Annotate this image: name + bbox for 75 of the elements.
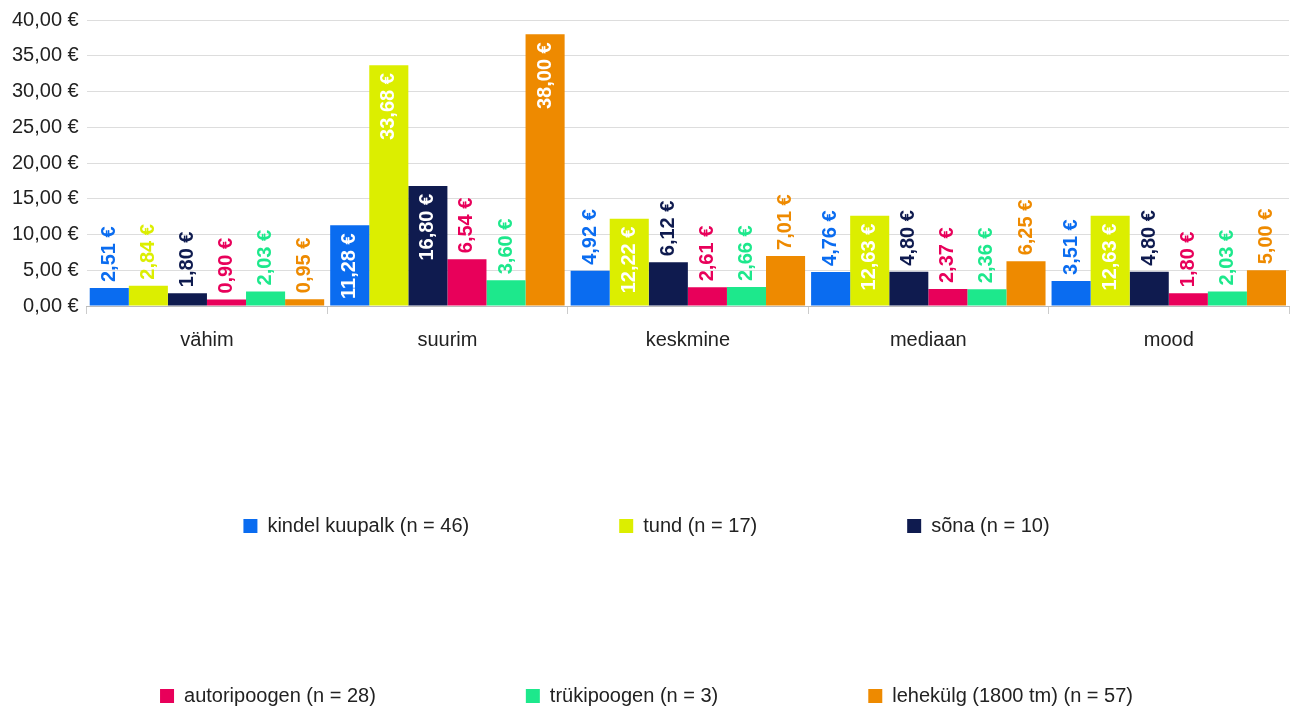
y-tick-label: 15,00 € [11,186,79,209]
data-label: 5,00 € [1253,208,1276,265]
data-label: 11,28 € [337,233,360,299]
bar [726,286,767,306]
bar [967,289,1007,306]
legend-label: lehekülg (1800 tm) (n = 57) [892,683,1133,706]
data-label: 3,51 € [1058,219,1081,275]
bar [1168,293,1208,306]
data-label: 6,54 € [454,197,477,254]
y-tick-label: 40,00 € [11,7,79,30]
bar [246,291,286,306]
y-tick-label: 10,00 € [11,222,79,245]
bar [525,34,565,306]
data-label: 7,01 € [773,194,796,250]
data-label: 2,61 € [694,225,717,282]
data-label: 6,25 € [1013,199,1036,256]
bar [889,271,929,306]
bar [1129,271,1169,306]
x-tick-label: mediaan [889,327,967,350]
data-label: 12,22 € [616,226,639,294]
bar [206,299,247,306]
data-label: 3,60 € [493,218,516,275]
bar [89,288,129,306]
y-tick-label: 30,00 € [11,79,79,102]
bar [687,287,727,306]
data-label: 2,51 € [96,226,119,283]
bar [285,299,325,306]
bar [486,280,526,306]
bar [1246,270,1286,306]
x-tick-label: vähim [180,327,234,350]
data-label: 0,95 € [292,237,315,294]
bar [167,293,207,306]
bar [1207,291,1247,306]
bar [369,65,409,306]
bar [1006,261,1046,306]
data-label: 4,92 € [577,209,600,265]
bar [928,289,968,306]
bar [648,262,688,306]
data-label: 4,80 € [1136,210,1159,266]
legend-label: sõna (n = 10) [931,513,1050,536]
x-tick-label: mood [1143,327,1194,350]
data-label: 4,80 € [896,210,919,266]
data-label: 2,36 € [974,227,997,284]
data-label: 1,80 € [1175,231,1198,288]
bar [447,259,487,306]
legend-label: trükipoogen (n = 3) [549,683,719,706]
y-tick-label: 20,00 € [11,150,79,173]
bar [1051,280,1091,306]
data-label: 33,68 € [376,73,399,140]
data-label: 2,84 € [135,224,158,280]
x-tick-label: keskmine [645,327,731,350]
data-label: 2,03 € [253,229,276,286]
data-label: 1,80 € [174,231,197,288]
legend-label: tund (n = 17) [643,513,758,536]
bar [766,255,806,306]
legend-label: kindel kuupalk (n = 46) [267,513,470,536]
legend-label: autoripoogen (n = 28) [184,683,376,706]
data-label: 38,00 € [532,42,555,110]
data-label: 6,12 € [655,200,678,257]
bar [811,271,851,306]
data-label: 4,76 € [818,210,841,266]
y-tick-label: 0,00 € [23,293,79,316]
data-label: 2,03 € [1214,229,1237,286]
y-tick-label: 35,00 € [11,43,79,66]
bar [570,270,610,306]
data-label: 12,63 € [857,223,880,291]
x-tick-label: suurim [417,327,478,350]
data-label: 0,90 € [214,237,237,294]
y-tick-label: 25,00 € [11,114,79,137]
data-label: 12,63 € [1097,223,1120,291]
data-label: 2,37 € [935,227,958,284]
bar [128,285,168,306]
y-tick-label: 5,00 € [23,257,79,280]
data-label: 2,66 € [733,225,756,281]
data-label: 16,80 € [415,193,438,261]
